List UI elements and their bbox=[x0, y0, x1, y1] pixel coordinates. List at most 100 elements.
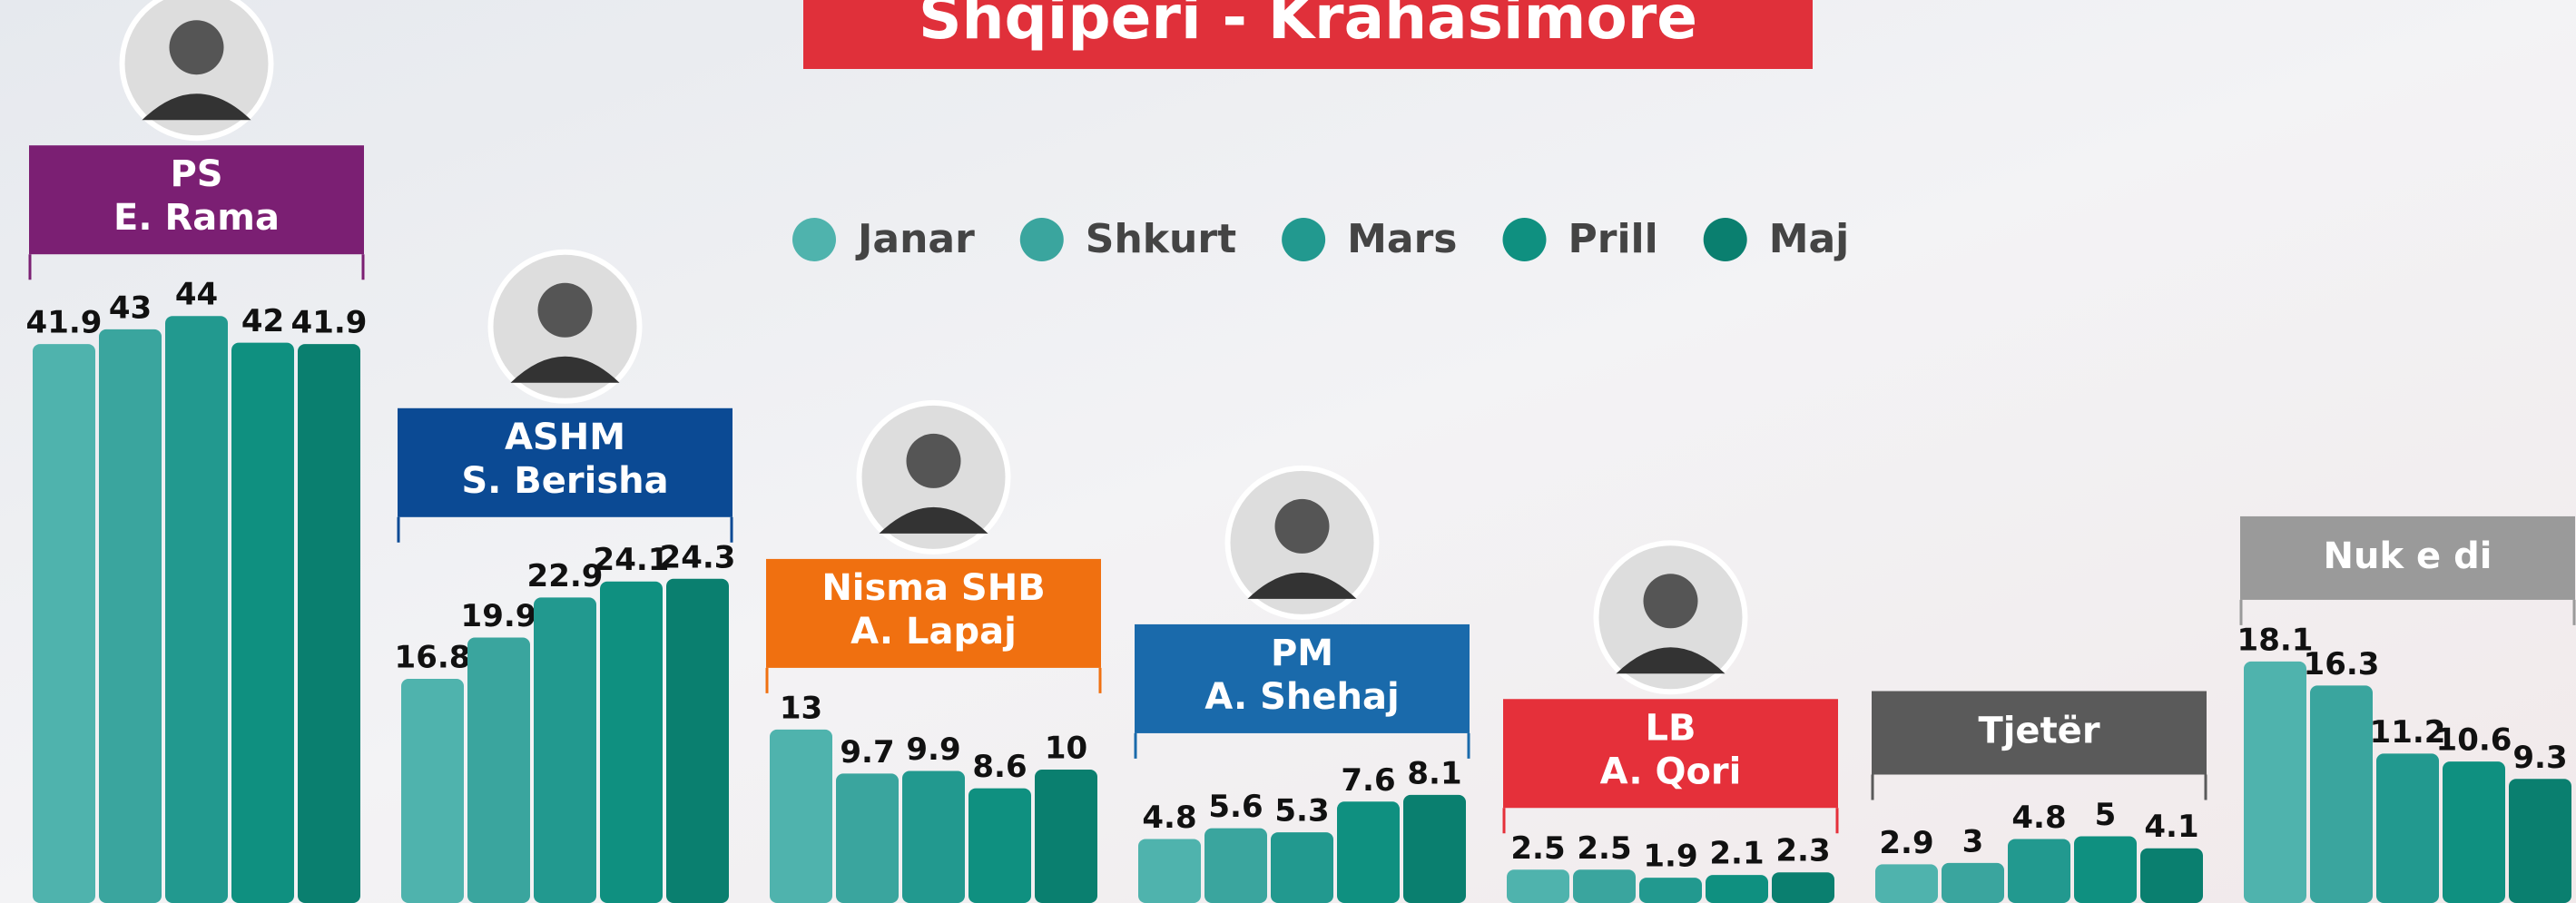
value-label: 4.8 bbox=[1142, 800, 1196, 836]
value-label: 10 bbox=[1045, 731, 1087, 767]
category-label: Tjetër bbox=[1978, 711, 2099, 752]
bar bbox=[902, 770, 965, 903]
value-label: 2.9 bbox=[1879, 825, 1933, 861]
bar bbox=[1772, 872, 1834, 903]
chart-title: Shqipëri - Krahasimore bbox=[919, 0, 1697, 53]
bar bbox=[2376, 753, 2439, 903]
bar bbox=[2443, 761, 2505, 903]
value-label: 7.6 bbox=[1341, 762, 1395, 799]
bar bbox=[1875, 864, 1938, 903]
leader-photo-head bbox=[1275, 499, 1330, 554]
value-label: 42 bbox=[241, 303, 284, 339]
bar bbox=[2244, 662, 2306, 903]
bar bbox=[2140, 849, 2203, 903]
bar bbox=[2509, 779, 2571, 903]
category-label: PM bbox=[1271, 633, 1333, 674]
value-label: 4.1 bbox=[2144, 809, 2198, 845]
category-label: ASHM bbox=[505, 417, 625, 458]
value-label: 11.2 bbox=[2370, 714, 2446, 751]
leader-label: A. Shehaj bbox=[1204, 676, 1399, 718]
legend-label: Shkurt bbox=[1086, 216, 1236, 262]
value-label: 1.9 bbox=[1643, 839, 1697, 875]
value-label: 16.3 bbox=[2304, 646, 2380, 682]
leader-photo-head bbox=[538, 283, 593, 338]
legend-swatch bbox=[1503, 218, 1547, 261]
legend-swatch bbox=[1020, 218, 1064, 261]
value-label: 22.9 bbox=[527, 558, 604, 594]
bar bbox=[770, 730, 832, 903]
bar bbox=[1271, 832, 1333, 903]
bar bbox=[467, 637, 530, 903]
leader-label: E. Rama bbox=[113, 197, 280, 239]
value-label: 24.1 bbox=[594, 542, 670, 578]
leader-label: S. Berisha bbox=[461, 460, 668, 502]
chart: Shqipëri - Krahasimore Janar Shkurt Mars Pr… bbox=[0, 0, 2576, 903]
category-label: LB bbox=[1646, 707, 1696, 749]
value-label: 2.1 bbox=[1709, 836, 1764, 872]
bar bbox=[298, 344, 360, 903]
bar bbox=[33, 344, 95, 903]
bar bbox=[231, 343, 294, 903]
bar bbox=[2008, 839, 2070, 903]
bar bbox=[534, 597, 596, 903]
bar bbox=[2310, 685, 2373, 903]
legend-swatch bbox=[792, 218, 836, 261]
value-label: 16.8 bbox=[395, 640, 471, 676]
bar bbox=[1403, 795, 1466, 903]
value-label: 2.5 bbox=[1510, 830, 1565, 867]
value-label: 8.6 bbox=[972, 749, 1027, 785]
value-label: 18.1 bbox=[2237, 622, 2314, 658]
value-label: 41.9 bbox=[26, 305, 103, 341]
legend-label: Mars bbox=[1347, 216, 1457, 262]
legend-label: Prill bbox=[1568, 216, 1658, 262]
legend-label: Janar bbox=[855, 216, 975, 262]
bar bbox=[1639, 878, 1702, 903]
bar bbox=[165, 316, 228, 903]
category-label: PS bbox=[170, 153, 222, 195]
value-label: 3 bbox=[1962, 823, 1984, 859]
bar bbox=[1507, 869, 1569, 903]
value-label: 9.9 bbox=[906, 731, 960, 768]
value-label: 44 bbox=[175, 277, 218, 313]
value-label: 2.3 bbox=[1775, 833, 1830, 869]
legend-label: Maj bbox=[1769, 216, 1850, 262]
leader-label: A. Qori bbox=[1600, 751, 1742, 792]
bar bbox=[1337, 801, 1400, 903]
value-label: 24.3 bbox=[660, 539, 736, 575]
value-label: 13 bbox=[780, 690, 822, 726]
bar bbox=[99, 329, 162, 903]
bar bbox=[666, 579, 729, 903]
leader-photo-head bbox=[907, 434, 961, 488]
bar bbox=[1035, 770, 1097, 903]
leader-photo-head bbox=[1644, 574, 1698, 628]
bar bbox=[1573, 869, 1636, 903]
category-label: Nisma SHB bbox=[821, 567, 1045, 609]
legend-swatch bbox=[1704, 218, 1747, 261]
value-label: 5 bbox=[2095, 797, 2117, 833]
value-label: 5.6 bbox=[1208, 789, 1263, 825]
bar bbox=[2074, 837, 2137, 903]
page: Shqipëri - Krahasimore Janar Shkurt Mars Pr… bbox=[0, 0, 2576, 903]
bar bbox=[600, 582, 663, 903]
leader-label: A. Lapaj bbox=[850, 611, 1017, 653]
value-label: 9.7 bbox=[840, 734, 894, 770]
bar bbox=[401, 679, 464, 903]
value-label: 5.3 bbox=[1274, 793, 1329, 829]
value-label: 2.5 bbox=[1577, 830, 1631, 867]
bar bbox=[836, 773, 899, 903]
value-label: 19.9 bbox=[461, 598, 537, 634]
bar bbox=[1138, 839, 1201, 903]
bar bbox=[1204, 829, 1267, 903]
value-label: 10.6 bbox=[2436, 722, 2512, 759]
bar bbox=[1706, 875, 1768, 903]
value-label: 9.3 bbox=[2512, 740, 2567, 776]
category-label: Nuk e di bbox=[2324, 535, 2492, 577]
value-label: 8.1 bbox=[1407, 755, 1461, 791]
bar bbox=[968, 789, 1031, 903]
value-label: 43 bbox=[109, 290, 152, 326]
bar bbox=[1942, 863, 2004, 903]
value-label: 4.8 bbox=[2011, 800, 2066, 836]
value-label: 41.9 bbox=[291, 305, 368, 341]
leader-photo-head bbox=[170, 20, 224, 74]
legend-swatch bbox=[1282, 218, 1325, 261]
